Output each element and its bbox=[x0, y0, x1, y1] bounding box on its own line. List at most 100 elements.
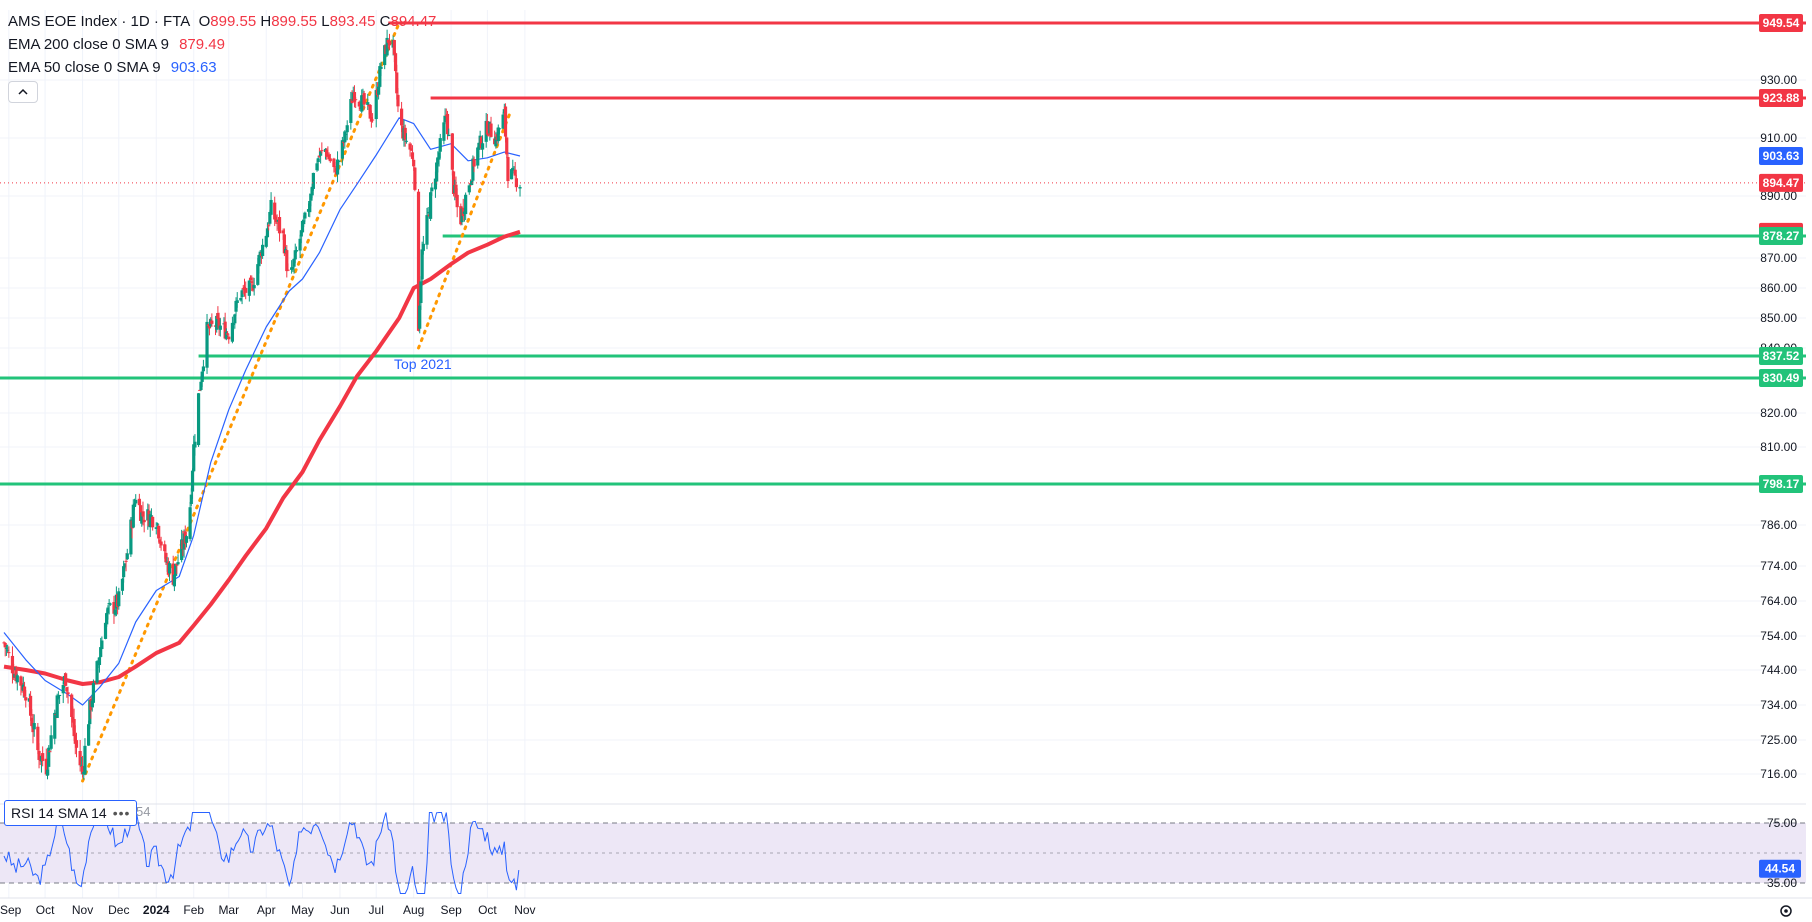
gear-icon[interactable] bbox=[1780, 905, 1792, 917]
price-tag-label: 894.47 bbox=[1763, 176, 1800, 190]
time-tick-label: Jul bbox=[369, 903, 384, 917]
price-tag-label: 878.27 bbox=[1763, 229, 1800, 243]
candle-body bbox=[132, 503, 137, 508]
candle-body bbox=[393, 53, 398, 72]
candle-body bbox=[55, 695, 59, 718]
low-value: 893.45 bbox=[329, 13, 376, 30]
ohlc-values: O899.55 H899.55 L893.45 C894.47 bbox=[199, 13, 437, 30]
candle-body bbox=[518, 187, 522, 189]
rsi-current-value: 44.54 bbox=[1765, 862, 1795, 876]
candle-body bbox=[207, 324, 212, 329]
candle-body bbox=[370, 119, 375, 121]
candle-body bbox=[218, 325, 222, 330]
legend-ema200-row[interactable]: EMA 200 close 0 SMA 9 879.49 bbox=[8, 33, 436, 56]
candle-body bbox=[311, 172, 315, 189]
high-label: H bbox=[260, 13, 272, 30]
candle-body bbox=[472, 159, 476, 167]
ema50-polyline bbox=[3, 117, 521, 706]
candle-body bbox=[66, 692, 70, 695]
candle-body bbox=[252, 285, 256, 289]
candle-body bbox=[399, 108, 404, 126]
ema50-label: EMA 50 close 0 SMA 9 bbox=[8, 59, 161, 76]
candle-body bbox=[437, 152, 441, 160]
candle-body bbox=[319, 151, 323, 156]
ema200-polyline bbox=[3, 229, 521, 686]
candle-body bbox=[235, 300, 239, 303]
candle-body bbox=[298, 238, 302, 251]
candle-body bbox=[443, 116, 447, 123]
candle-body bbox=[267, 225, 271, 227]
candle-body bbox=[234, 300, 238, 312]
price-tick-label: 786.00 bbox=[1760, 518, 1797, 532]
candle-body bbox=[261, 244, 265, 257]
candle-body bbox=[357, 101, 361, 107]
candle-body bbox=[511, 167, 515, 171]
collapse-legend-button[interactable] bbox=[8, 81, 38, 103]
candle-body bbox=[396, 94, 400, 107]
time-tick-label: Jun bbox=[330, 903, 349, 917]
candle-body bbox=[248, 277, 253, 281]
price-tick-label: 744.00 bbox=[1760, 663, 1797, 677]
horizontal-levels bbox=[0, 21, 1806, 486]
candle-body bbox=[225, 333, 230, 335]
candle-body bbox=[233, 314, 237, 324]
candle-body bbox=[210, 320, 214, 324]
time-tick-label: Apr bbox=[257, 903, 276, 917]
candle-body bbox=[120, 578, 125, 591]
candle-body bbox=[137, 498, 141, 506]
chevron-up-icon bbox=[18, 88, 28, 95]
candle-body bbox=[70, 694, 74, 717]
candle-body bbox=[408, 143, 412, 150]
legend-ema50-row[interactable]: EMA 50 close 0 SMA 9 903.63 bbox=[8, 56, 436, 79]
time-tick-label: Dec bbox=[108, 903, 129, 917]
candle-body bbox=[257, 254, 261, 267]
open-label: O bbox=[198, 13, 211, 30]
symbol-title[interactable]: AMS EOE Index · 1D · FTA bbox=[8, 13, 190, 30]
candle-body bbox=[476, 147, 480, 166]
candle-body bbox=[316, 158, 320, 163]
rsi-current-tag bbox=[1759, 859, 1801, 878]
price-tick-label: 754.00 bbox=[1760, 629, 1797, 643]
rsi-legend[interactable]: RSI 14 SMA 14 ••• bbox=[4, 800, 138, 826]
candle-body bbox=[198, 389, 202, 391]
candle-body bbox=[247, 280, 251, 296]
candle-body bbox=[28, 695, 33, 716]
candle-body bbox=[97, 657, 102, 666]
candle-body bbox=[205, 321, 209, 368]
candle-body bbox=[494, 136, 498, 147]
candle-body bbox=[15, 675, 19, 683]
candle-body bbox=[286, 269, 290, 271]
candle-body bbox=[148, 514, 152, 528]
trendline bbox=[81, 21, 401, 783]
candle-body bbox=[142, 519, 146, 523]
price-tag-label: 903.63 bbox=[1763, 149, 1800, 163]
candle-body bbox=[501, 114, 505, 129]
time-axis: Sep Oct Nov Dec 2024 Feb Mar Apr May Jun Jul Aug Sep… bbox=[0, 897, 1812, 917]
price-tag bbox=[1759, 347, 1803, 365]
candle-body bbox=[303, 212, 307, 219]
candle-body bbox=[340, 140, 344, 159]
gear-icon-hub bbox=[1784, 909, 1788, 913]
candle-body bbox=[6, 649, 10, 651]
candle-body bbox=[350, 98, 354, 104]
candle-body bbox=[105, 612, 109, 625]
candle-body bbox=[189, 494, 193, 504]
candle-body bbox=[420, 249, 424, 280]
candle-body bbox=[354, 99, 358, 101]
candle-body bbox=[454, 184, 458, 198]
candle-body bbox=[113, 609, 117, 615]
candles bbox=[2, 29, 522, 780]
candle-body bbox=[496, 127, 500, 142]
candle-body bbox=[378, 66, 382, 87]
more-dots-icon[interactable]: ••• bbox=[112, 805, 131, 821]
candle-body bbox=[343, 131, 347, 143]
price-axis-bg bbox=[1806, 0, 1812, 922]
price-tag-label: 830.49 bbox=[1763, 371, 1800, 385]
candle-body bbox=[275, 222, 279, 224]
candle-body bbox=[345, 125, 349, 133]
candle-body bbox=[72, 718, 76, 737]
candle-body bbox=[164, 552, 168, 563]
price-tag-label: 798.17 bbox=[1763, 477, 1800, 491]
candle-body bbox=[188, 507, 192, 539]
